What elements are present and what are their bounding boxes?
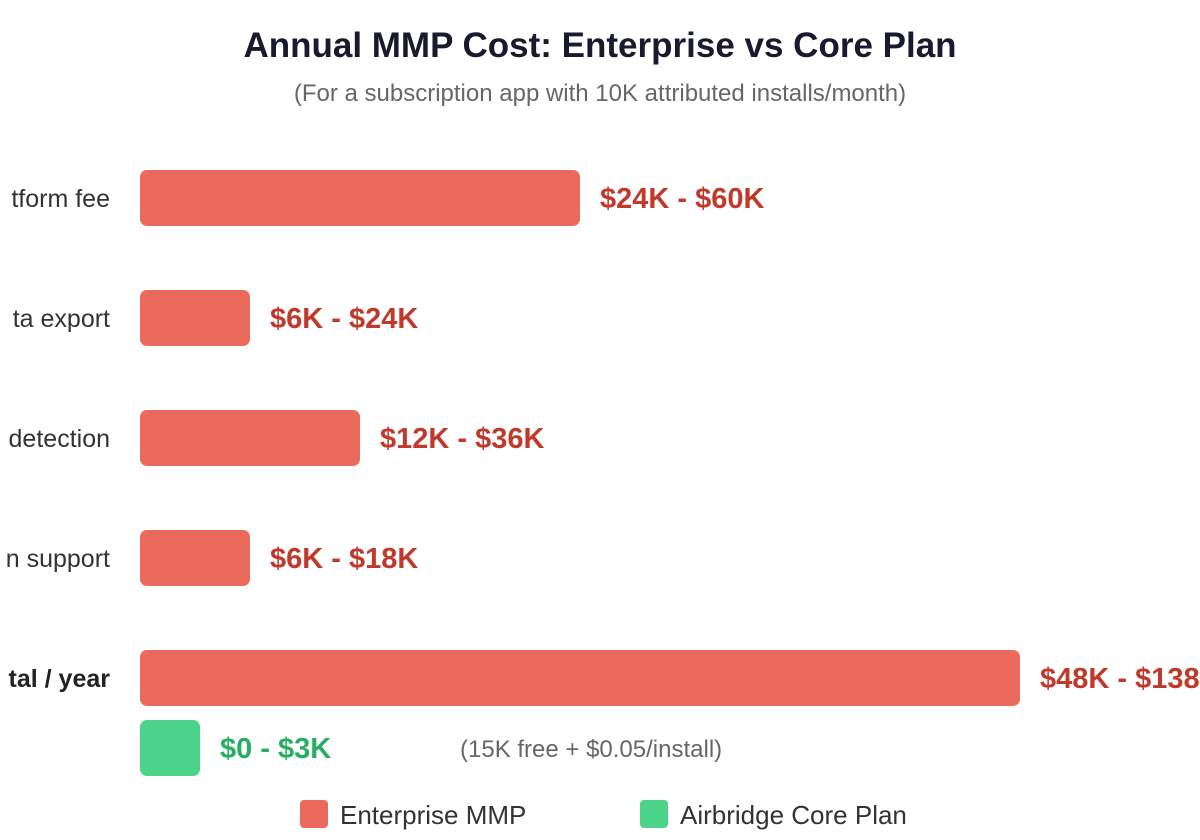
core-plan-bar bbox=[140, 720, 200, 776]
enterprise-value-label: $6K - $24K bbox=[270, 303, 418, 335]
core-plan-note: (15K free + $0.05/install) bbox=[460, 736, 722, 763]
category-label: tal / year bbox=[9, 665, 111, 693]
enterprise-bar bbox=[140, 290, 250, 346]
legend-label: Airbridge Core Plan bbox=[680, 800, 907, 830]
enterprise-value-label: $12K - $36K bbox=[380, 423, 544, 455]
enterprise-bar bbox=[140, 170, 580, 226]
category-label: ta export bbox=[13, 305, 110, 333]
legend-swatch bbox=[300, 800, 328, 828]
legend-swatch bbox=[640, 800, 668, 828]
chart-title: Annual MMP Cost: Enterprise vs Core Plan bbox=[243, 26, 957, 65]
chart-subtitle: (For a subscription app with 10K attribu… bbox=[293, 80, 907, 107]
enterprise-value-label: $6K - $18K bbox=[270, 543, 418, 575]
core-plan-value-label: $0 - $3K bbox=[220, 733, 331, 765]
enterprise-bar bbox=[140, 650, 1020, 706]
legend-label: Enterprise MMP bbox=[340, 800, 526, 830]
enterprise-bar bbox=[140, 530, 250, 586]
enterprise-value-label: $48K - $138K bbox=[1040, 663, 1200, 695]
category-label: tform fee bbox=[11, 185, 110, 213]
enterprise-bar bbox=[140, 410, 360, 466]
enterprise-value-label: $24K - $60K bbox=[600, 183, 764, 215]
category-label: n support bbox=[6, 545, 110, 573]
category-label: detection bbox=[9, 425, 110, 453]
